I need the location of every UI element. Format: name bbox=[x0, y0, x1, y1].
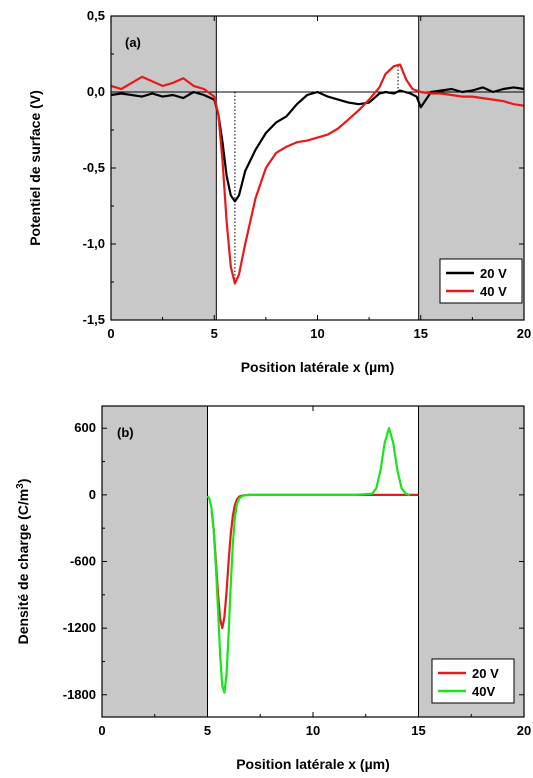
x-tick-label: 10 bbox=[310, 326, 324, 341]
panel-label-a: (a) bbox=[125, 35, 141, 50]
x-axis-title-b: Position latérale x (µm) bbox=[236, 756, 390, 772]
shaded-region-a-0 bbox=[110, 15, 217, 321]
y-tick-label: -1200 bbox=[63, 620, 96, 635]
y-tick-label: -0,5 bbox=[83, 160, 105, 175]
series-group-a bbox=[110, 63, 525, 285]
legend-box bbox=[439, 258, 523, 304]
x-tick-label: 5 bbox=[204, 723, 211, 738]
x-tick-label: 15 bbox=[411, 723, 425, 738]
y-axis-title-b-sup: 3 bbox=[15, 483, 26, 489]
x-tick-label: 5 bbox=[211, 326, 218, 341]
panel-label-b: (b) bbox=[117, 425, 134, 440]
series-line-b-1 bbox=[206, 427, 411, 694]
y-tick-label: -600 bbox=[70, 554, 96, 569]
series-line-a-1 bbox=[110, 63, 525, 285]
legend-label-1: 40V bbox=[472, 684, 495, 699]
series-group-b bbox=[206, 427, 419, 694]
y-tick-label: 0,0 bbox=[87, 84, 105, 99]
x-tick-label: 10 bbox=[306, 723, 320, 738]
x-tick-label: 15 bbox=[414, 326, 428, 341]
legend-label-0: 20 V bbox=[480, 266, 507, 281]
y-tick-label: -1,5 bbox=[83, 312, 105, 327]
shaded-region-b-0 bbox=[101, 405, 208, 718]
chart-panel-a: 0 5 10 15 20 -1,5 -1,0 -0,5 0,0 0,5 (a) Position … bbox=[27, 8, 531, 375]
legend-a: 20 V 40 V bbox=[439, 258, 523, 304]
y-axis-title-b: Densité de charge (C/m3) bbox=[15, 479, 32, 645]
y-axis-title-b-suffix: ) bbox=[15, 479, 31, 484]
y-tick-label: -1800 bbox=[63, 687, 96, 702]
shaded-regions-b bbox=[101, 405, 525, 718]
series-line-a-0 bbox=[110, 86, 525, 203]
x-tick-label: 0 bbox=[107, 326, 114, 341]
legend-box bbox=[431, 658, 515, 704]
dotted-markers-a bbox=[234, 64, 399, 284]
y-tick-label: 0,5 bbox=[87, 8, 105, 23]
x-tick-label: 20 bbox=[517, 326, 531, 341]
x-tick-label: 0 bbox=[98, 723, 105, 738]
x-tick-label: 20 bbox=[517, 723, 531, 738]
legend-label-0: 20 V bbox=[472, 666, 499, 681]
chart-panel-b: 0 5 10 15 20 -1800 -1200 -600 0 600 (b) Position … bbox=[15, 405, 531, 772]
ticks-a: 0 5 10 15 20 -1,5 -1,0 -0,5 0,0 0,5 bbox=[83, 8, 532, 341]
x-axis-title-a: Position latérale x (µm) bbox=[241, 359, 395, 375]
y-tick-label: 600 bbox=[74, 420, 96, 435]
y-tick-label: 0 bbox=[89, 487, 96, 502]
series-line-b-0 bbox=[210, 493, 419, 630]
y-axis-title-a: Potentiel de surface (V) bbox=[27, 90, 43, 246]
legend-b: 20 V 40V bbox=[431, 658, 515, 704]
y-axis-title-b-main: Densité de charge (C/m bbox=[15, 489, 31, 645]
y-tick-label: -1,0 bbox=[83, 236, 105, 251]
ticks-b: 0 5 10 15 20 -1800 -1200 -600 0 600 bbox=[63, 406, 531, 738]
legend-label-1: 40 V bbox=[480, 284, 507, 299]
